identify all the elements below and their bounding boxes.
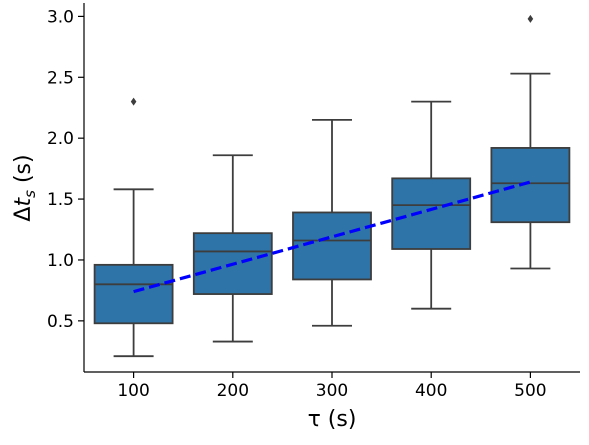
x-tick-label: 100 [117,381,149,401]
plot-area [93,14,571,358]
box-iqr [391,177,472,250]
x-tick-label: 300 [316,381,348,401]
box-iqr [490,147,571,224]
box-500 [490,14,571,270]
y-tick-label: 3.0 [47,7,74,27]
box-300 [292,119,372,327]
y-tick-label: 2.5 [47,68,74,88]
outlier-point [527,14,534,23]
box-iqr [93,263,174,325]
y-axis-title: Δts (s) [11,154,39,221]
x-tick-label: 500 [514,381,546,401]
y-tick-label: 2.0 [47,129,74,149]
x-tick-label: 200 [217,381,249,401]
tick-labels: 100 200 300 400 500 0.5 1.0 1.5 2.0 2.5 3.0 [47,7,547,401]
outlier-point [130,97,137,106]
y-tick-label: 1.0 [47,251,74,271]
axes [78,3,580,378]
box-100 [93,97,174,358]
box-200 [192,154,273,343]
x-tick-label: 400 [415,381,447,401]
trend-line [133,180,531,294]
y-tick-label: 1.5 [47,190,74,210]
box-400 [391,100,472,310]
box-iqr [192,232,273,295]
y-tick-label: 0.5 [47,312,74,332]
x-axis-title: τ (s) [308,407,357,432]
